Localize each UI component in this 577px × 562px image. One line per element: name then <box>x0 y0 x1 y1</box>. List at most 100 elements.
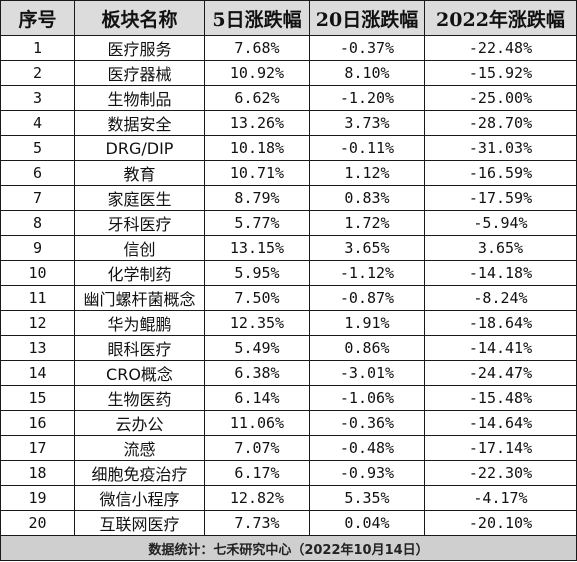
change-20day: -0.93% <box>309 460 425 486</box>
sector-name: 生物制品 <box>74 85 205 111</box>
table-row: 19 微信小程序 12.82% 5.35% -4.17% <box>0 485 577 511</box>
change-2022: -4.17% <box>424 485 577 511</box>
row-index: 11 <box>0 285 75 311</box>
change-2022: -14.64% <box>424 410 577 436</box>
sector-name: 化学制药 <box>74 260 205 286</box>
row-index: 5 <box>0 135 75 161</box>
change-5day: 10.71% <box>204 160 310 186</box>
change-2022: -17.14% <box>424 435 577 461</box>
row-index: 3 <box>0 85 75 111</box>
sector-name: 眼科医疗 <box>74 335 205 361</box>
table-row: 13 眼科医疗 5.49% 0.86% -14.41% <box>0 335 577 361</box>
change-5day: 11.06% <box>204 410 310 436</box>
row-index: 17 <box>0 435 75 461</box>
change-2022: -25.00% <box>424 85 577 111</box>
change-5day: 6.62% <box>204 85 310 111</box>
sector-name: DRG/DIP <box>74 135 205 161</box>
table-row: 6 教育 10.71% 1.12% -16.59% <box>0 160 577 186</box>
sector-name: CRO概念 <box>74 360 205 386</box>
table-row: 17 流感 7.07% -0.48% -17.14% <box>0 435 577 461</box>
change-2022: -18.64% <box>424 310 577 336</box>
change-20day: 3.65% <box>309 235 425 261</box>
change-20day: 1.72% <box>309 210 425 236</box>
row-index: 18 <box>0 460 75 486</box>
source-note: 数据统计：七禾研究中心（2022年10月14日） <box>0 535 577 561</box>
table-row: 12 华为鲲鹏 12.35% 1.91% -18.64% <box>0 310 577 336</box>
change-20day: 3.73% <box>309 110 425 136</box>
change-5day: 8.79% <box>204 185 310 211</box>
change-20day: -3.01% <box>309 360 425 386</box>
change-2022: -24.47% <box>424 360 577 386</box>
table-row: 2 医疗器械 10.92% 8.10% -15.92% <box>0 60 577 86</box>
change-20day: -0.11% <box>309 135 425 161</box>
row-index: 12 <box>0 310 75 336</box>
sector-name: 教育 <box>74 160 205 186</box>
change-5day: 5.49% <box>204 335 310 361</box>
header-5day-change: 5日涨跌幅 <box>204 0 310 36</box>
sector-name: 互联网医疗 <box>74 510 205 536</box>
table-row: 8 牙科医疗 5.77% 1.72% -5.94% <box>0 210 577 236</box>
change-5day: 5.95% <box>204 260 310 286</box>
sector-name: 牙科医疗 <box>74 210 205 236</box>
header-row: 序号 板块名称 5日涨跌幅 20日涨跌幅 2022年涨跌幅 <box>0 0 577 36</box>
change-5day: 10.18% <box>204 135 310 161</box>
table-row: 20 互联网医疗 7.73% 0.04% -20.10% <box>0 510 577 536</box>
change-2022: -17.59% <box>424 185 577 211</box>
row-index: 15 <box>0 385 75 411</box>
table-row: 3 生物制品 6.62% -1.20% -25.00% <box>0 85 577 111</box>
change-5day: 12.82% <box>204 485 310 511</box>
row-index: 19 <box>0 485 75 511</box>
change-2022: 3.65% <box>424 235 577 261</box>
sector-name: 医疗器械 <box>74 60 205 86</box>
change-5day: 6.17% <box>204 460 310 486</box>
change-5day: 10.92% <box>204 60 310 86</box>
row-index: 16 <box>0 410 75 436</box>
sector-name: 微信小程序 <box>74 485 205 511</box>
table-row: 10 化学制药 5.95% -1.12% -14.18% <box>0 260 577 286</box>
table-row: 5 DRG/DIP 10.18% -0.11% -31.03% <box>0 135 577 161</box>
header-index: 序号 <box>0 0 75 36</box>
change-20day: -1.06% <box>309 385 425 411</box>
table-row: 9 信创 13.15% 3.65% 3.65% <box>0 235 577 261</box>
header-20day-change: 20日涨跌幅 <box>309 0 425 36</box>
change-2022: -14.41% <box>424 335 577 361</box>
table-row: 1 医疗服务 7.68% -0.37% -22.48% <box>0 35 577 61</box>
row-index: 6 <box>0 160 75 186</box>
change-20day: 0.04% <box>309 510 425 536</box>
change-2022: -28.70% <box>424 110 577 136</box>
change-20day: -0.87% <box>309 285 425 311</box>
change-2022: -22.30% <box>424 460 577 486</box>
table-row: 15 生物医药 6.14% -1.06% -15.48% <box>0 385 577 411</box>
change-20day: -1.12% <box>309 260 425 286</box>
row-index: 8 <box>0 210 75 236</box>
change-2022: -15.92% <box>424 60 577 86</box>
table-body: 1 医疗服务 7.68% -0.37% -22.48% 2 医疗器械 10.92% 8.10% -… <box>0 35 577 536</box>
row-index: 9 <box>0 235 75 261</box>
header-sector-name: 板块名称 <box>74 0 205 36</box>
row-index: 2 <box>0 60 75 86</box>
sector-name: 信创 <box>74 235 205 261</box>
change-20day: 0.86% <box>309 335 425 361</box>
sector-name: 华为鲲鹏 <box>74 310 205 336</box>
sector-name: 细胞免疫治疗 <box>74 460 205 486</box>
change-20day: -1.20% <box>309 85 425 111</box>
row-index: 7 <box>0 185 75 211</box>
change-2022: -20.10% <box>424 510 577 536</box>
row-index: 10 <box>0 260 75 286</box>
row-index: 14 <box>0 360 75 386</box>
change-2022: -22.48% <box>424 35 577 61</box>
change-5day: 12.35% <box>204 310 310 336</box>
change-5day: 7.73% <box>204 510 310 536</box>
footer-row: 数据统计：七禾研究中心（2022年10月14日） <box>0 535 577 561</box>
change-5day: 6.14% <box>204 385 310 411</box>
table-row: 18 细胞免疫治疗 6.17% -0.93% -22.30% <box>0 460 577 486</box>
sector-name: 家庭医生 <box>74 185 205 211</box>
row-index: 13 <box>0 335 75 361</box>
row-index: 1 <box>0 35 75 61</box>
change-5day: 5.77% <box>204 210 310 236</box>
change-5day: 7.50% <box>204 285 310 311</box>
table-row: 14 CRO概念 6.38% -3.01% -24.47% <box>0 360 577 386</box>
change-5day: 6.38% <box>204 360 310 386</box>
table-row: 16 云办公 11.06% -0.36% -14.64% <box>0 410 577 436</box>
